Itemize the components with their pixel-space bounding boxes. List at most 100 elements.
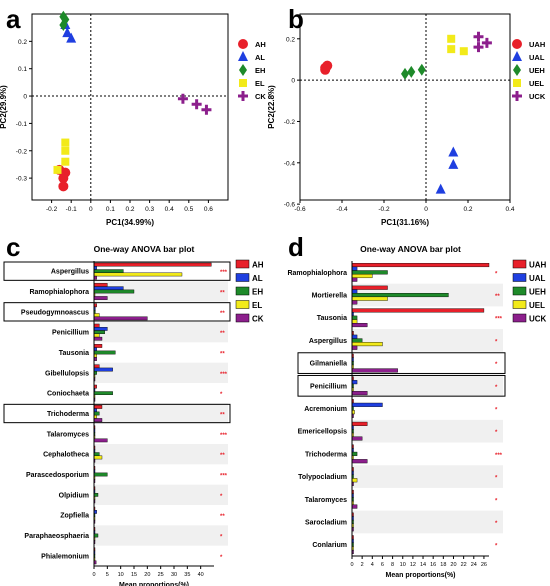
bar (351, 273, 373, 279)
legend-label: UEL (529, 301, 545, 310)
row-label: Pseudogymnoascus (21, 309, 89, 316)
row-band (352, 510, 503, 534)
data-point (481, 37, 492, 48)
significance-mark: *** (495, 317, 503, 323)
x-tick-label: 40 (198, 572, 204, 578)
x-tick-label: 5 (106, 572, 109, 578)
bar (93, 492, 99, 497)
row-label: Ramophialophora (29, 289, 89, 296)
legend-swatch (512, 259, 527, 269)
x-axis-label: Mean proportions(%) (119, 582, 189, 586)
x-tick-label: 30 (171, 572, 177, 578)
x-tick-label: 16 (430, 562, 436, 568)
legend-swatch (235, 300, 250, 309)
x-tick-label: 0.2 (463, 206, 472, 213)
bar (93, 289, 135, 294)
bar (93, 472, 108, 477)
legend-marker (239, 79, 247, 87)
bar (93, 296, 108, 300)
legend-swatch (512, 300, 527, 309)
row-label: Penicillium (310, 383, 347, 390)
legend-label: UCK (529, 315, 547, 324)
row-label: Mortierella (312, 293, 348, 300)
legend-label: UAH (529, 261, 547, 270)
significance-mark: *** (220, 474, 228, 480)
row-label: Gilmaniella (310, 361, 347, 368)
x-tick-label: 0.1 (106, 206, 115, 213)
x-tick-label: 0.5 (184, 206, 193, 213)
x-tick-label: -0.1 (66, 206, 78, 213)
significance-mark: * (495, 544, 498, 550)
data-point (177, 93, 188, 104)
data-point (58, 181, 69, 192)
bar (351, 285, 388, 290)
data-point (473, 42, 484, 53)
bar (93, 316, 148, 321)
x-tick-label: 0 (350, 562, 353, 568)
data-point (448, 158, 459, 169)
row-label: Tausonia (59, 350, 89, 357)
data-point (61, 157, 70, 166)
x-tick-label: 2 (361, 562, 364, 568)
data-point (60, 167, 71, 178)
y-tick-label: 0.2 (286, 36, 295, 43)
x-tick-label: 0 (424, 206, 428, 213)
legend-label: EH (252, 288, 263, 297)
row-label: Trichoderma (305, 451, 347, 458)
legend-swatch (235, 273, 250, 282)
y-tick-label: -0.2 (284, 119, 296, 126)
row-band (94, 484, 228, 505)
data-point (61, 146, 70, 155)
legend-label: CK (255, 92, 266, 101)
bar (93, 455, 103, 460)
x-tick-label: 0.4 (165, 206, 174, 213)
significance-mark: * (220, 392, 223, 398)
legend-marker (239, 64, 247, 76)
bar (351, 296, 388, 301)
y-tick-label: 0 (23, 94, 27, 101)
bar (351, 293, 449, 298)
significance-mark: * (220, 494, 223, 500)
x-tick-label: 0.4 (505, 206, 514, 213)
bar (93, 333, 100, 338)
bar (93, 405, 103, 409)
highlight-box (297, 352, 506, 374)
row-label: Zopfiella (60, 513, 89, 520)
bar (351, 391, 368, 396)
significance-mark: * (495, 362, 498, 368)
legend-label: UAL (529, 274, 546, 283)
bar (351, 421, 368, 426)
bar (351, 345, 358, 350)
y-tick-label: -0.2 (16, 148, 28, 155)
significance-mark: ** (220, 352, 225, 358)
data-point (459, 47, 468, 56)
bar (351, 323, 368, 328)
legend-swatch (512, 286, 527, 296)
bar (351, 308, 485, 313)
x-tick-label: 12 (410, 562, 416, 568)
y-tick-label: -0.1 (16, 121, 28, 128)
row-band (94, 525, 228, 546)
bar (351, 270, 388, 275)
y-tick-label: 0 (291, 78, 295, 85)
legend-marker (513, 79, 521, 87)
row-label: Emericellopsis (298, 429, 348, 436)
legend-label: CK (252, 315, 264, 324)
row-band (94, 322, 228, 343)
row-label: Aspergillus (309, 338, 347, 345)
scatter-panel-b: -0.6 -0.4 -0.2 0 0.2 0.4 -0.6 -0.4 -0.2 0 0.2 PC1(3… (267, 13, 546, 227)
row-label: Talaromyces (305, 497, 347, 504)
data-point (201, 104, 212, 115)
row-band (94, 362, 228, 383)
bar (93, 350, 116, 355)
legend-swatch (512, 273, 527, 282)
significance-mark: * (495, 271, 498, 277)
x-tick-label: 14 (420, 562, 426, 568)
chart-title: One-way ANOVA bar plot (360, 244, 461, 254)
row-label: Aspergillus (51, 269, 89, 276)
bar (93, 411, 100, 416)
panel-label-b: b (288, 4, 304, 34)
row-label: Olpidium (59, 492, 89, 499)
bar (93, 269, 124, 274)
x-tick-label: 20 (450, 562, 456, 568)
